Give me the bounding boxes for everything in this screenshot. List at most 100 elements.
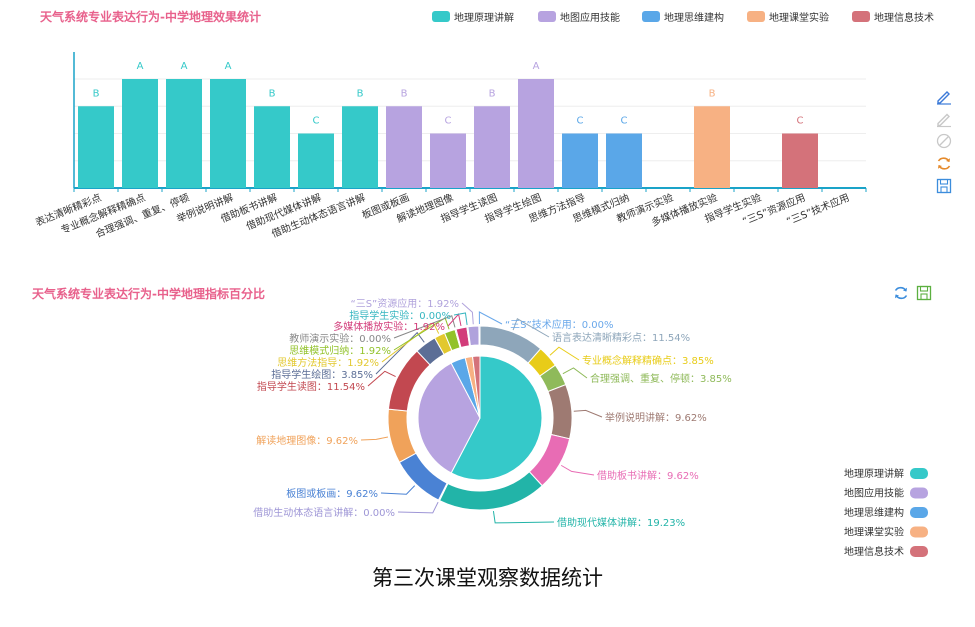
refresh-arcs xyxy=(894,286,908,300)
bar[interactable] xyxy=(430,133,466,189)
legend-item[interactable]: 地理思维建构 xyxy=(642,11,724,24)
clear-icon[interactable] xyxy=(936,133,952,149)
pie-slice-label: 多媒体播放实验：1.92% xyxy=(333,320,445,333)
legend-label: 地理原理讲解 xyxy=(844,467,904,480)
legend-item[interactable]: 地理思维建构 xyxy=(844,506,928,519)
legend-swatch xyxy=(432,11,450,22)
pie-slice-label: 指导学生实验：0.00% xyxy=(349,309,451,322)
pie-leader-line xyxy=(573,409,603,418)
legend-swatch xyxy=(910,468,928,479)
pencil-shape xyxy=(937,91,950,104)
pie-inner-slice[interactable] xyxy=(471,355,481,419)
save-label xyxy=(920,293,928,301)
legend-item[interactable]: 地理课堂实验 xyxy=(747,11,829,24)
legend-swatch xyxy=(747,11,765,22)
save-slot xyxy=(919,285,929,292)
edit-disabled-icon[interactable] xyxy=(937,113,951,128)
bar[interactable] xyxy=(298,133,334,189)
legend-label: 地图应用技能 xyxy=(560,11,620,24)
pie-slice-label: 合理强调、重复、停顿：3.85% xyxy=(590,372,732,385)
bar-legend[interactable]: 地理原理讲解 地图应用技能 地理思维建构 地理课堂实验 地理信息技术 xyxy=(432,11,934,24)
bar-grade-label: C xyxy=(797,116,804,127)
refresh-arrow xyxy=(903,287,907,292)
legend-item[interactable]: 地理信息技术 xyxy=(852,11,934,24)
pie-leader-line xyxy=(512,318,550,338)
pie-leader-line xyxy=(380,485,416,495)
pencil-shape xyxy=(937,113,950,127)
save-icon[interactable] xyxy=(916,285,932,301)
legend-label: 地理思维建构 xyxy=(664,11,724,24)
legend-label: 地理课堂实验 xyxy=(769,11,829,24)
save-frame xyxy=(936,178,952,194)
pie-chart: 语言表达清晰精彩点：11.54% 专业概念解释精确点：3.85% 合理强调、重复、停… xyxy=(253,297,732,529)
pie-slice-label: 借助现代媒体讲解：19.23% xyxy=(557,516,685,529)
bar-grade-label: A xyxy=(533,61,540,72)
bar[interactable] xyxy=(122,79,158,188)
legend-swatch xyxy=(910,487,928,499)
pie-slice-label: 教师演示实验：0.00% xyxy=(289,332,391,345)
legend-item[interactable]: 地理原理讲解 xyxy=(432,11,514,24)
figure-caption: 第三次课堂观察数据统计 xyxy=(372,566,603,590)
bar[interactable] xyxy=(254,106,290,188)
legend-item[interactable]: 地图应用技能 xyxy=(844,487,928,500)
pie-slice-label: 语言表达清晰精彩点：11.54% xyxy=(552,331,690,344)
edit-icon[interactable] xyxy=(937,91,951,105)
bar[interactable] xyxy=(78,106,114,188)
pie-leader-line xyxy=(562,367,588,379)
pie-inner-slice[interactable] xyxy=(450,355,543,481)
pie-chart-title: 天气系统专业表达行为-中学地理指标百分比 xyxy=(32,286,265,301)
bar[interactable] xyxy=(386,106,422,188)
bar-grade-label: C xyxy=(577,116,584,127)
pie-slice-label: 板图或板画：9.62% xyxy=(286,487,378,500)
bar-grade-label: A xyxy=(137,61,144,72)
pie-outer-slice[interactable] xyxy=(467,325,480,347)
bar[interactable] xyxy=(342,106,378,188)
bar-grade-label: C xyxy=(445,116,452,127)
legend-item[interactable]: 地理信息技术 xyxy=(844,545,928,558)
pie-outer-slice[interactable] xyxy=(478,325,481,346)
bar[interactable] xyxy=(562,133,598,189)
pie-toolbar[interactable] xyxy=(894,285,932,301)
bar[interactable] xyxy=(606,133,642,189)
pie-slice-label: “三S”技术应用：0.00% xyxy=(505,318,613,331)
bar[interactable] xyxy=(782,133,818,189)
bar[interactable] xyxy=(210,79,246,188)
pie-leader-line xyxy=(397,501,439,514)
pie-slice-label: 举例说明讲解：9.62% xyxy=(605,411,707,424)
save-frame xyxy=(916,285,932,301)
refresh-icon[interactable] xyxy=(937,157,951,170)
save-slot xyxy=(939,178,949,185)
pie-inner-slice[interactable] xyxy=(417,362,481,474)
bar[interactable] xyxy=(166,79,202,188)
pie-slice-label: “三S”资源应用：1.92% xyxy=(351,297,459,310)
save-icon[interactable] xyxy=(936,178,952,194)
pie-outer-slice[interactable] xyxy=(547,383,573,440)
pie-leader-line xyxy=(360,436,389,441)
legend-item[interactable]: 地理原理讲解 xyxy=(844,467,928,480)
bar[interactable] xyxy=(694,106,730,188)
bar-chart-title: 天气系统专业表达行为-中学地理效果统计 xyxy=(40,9,261,24)
bar[interactable] xyxy=(474,106,510,188)
refresh-arrow xyxy=(895,294,899,299)
pie-slice-label: 解读地理图像：9.62% xyxy=(256,434,358,447)
refresh-icon[interactable] xyxy=(894,286,908,300)
legend-label: 地理信息技术 xyxy=(844,545,904,558)
clear-circle xyxy=(936,133,952,149)
refresh-arrow xyxy=(946,158,950,162)
legend-item[interactable]: 地理课堂实验 xyxy=(844,526,928,539)
bar[interactable] xyxy=(518,79,554,188)
legend-swatch xyxy=(538,11,556,22)
pie-leader-line xyxy=(492,510,555,524)
bar-toolbar[interactable] xyxy=(936,91,952,194)
pie-outer-slice[interactable] xyxy=(387,408,417,464)
pie-slice-label: 借助板书讲解：9.62% xyxy=(597,469,699,482)
refresh-arrow xyxy=(938,165,942,169)
legend-swatch xyxy=(852,11,870,22)
legend-label: 地理原理讲解 xyxy=(454,11,514,24)
pie-leader-line xyxy=(461,302,474,325)
bar-grade-label: A xyxy=(181,61,188,72)
pie-leader-line xyxy=(393,315,456,339)
legend-item[interactable]: 地图应用技能 xyxy=(538,11,620,24)
